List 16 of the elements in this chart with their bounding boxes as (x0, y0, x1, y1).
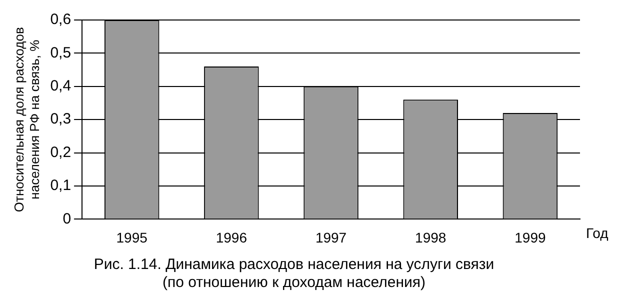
x-tick-label: 1997 (315, 229, 347, 246)
x-tick-label: 1995 (116, 229, 148, 246)
y-tick-label: 0,1 (50, 177, 72, 194)
x-tick-label: 1996 (216, 229, 248, 246)
y-tick-label: 0,4 (50, 78, 72, 95)
y-tick-label: 0 (62, 210, 72, 228)
text: (по отношению к доходам населения) (162, 274, 426, 292)
y-tick-label: 0,3 (50, 110, 72, 128)
y-tick-label: 0,2 (50, 144, 72, 161)
y-tick-label: 0,5 (50, 44, 72, 62)
x-axis-title: Год (586, 225, 608, 242)
x-tick-label: 1998 (415, 229, 446, 246)
x-tick-label: 1999 (514, 229, 546, 246)
text: Рис. 1.14. Динамика расходов населения на услуги связи (94, 256, 494, 274)
y-axis-title: Относительная доля расходов населения РФ на связь, % (11, 27, 42, 212)
y-tick-label: 0,6 (50, 11, 72, 28)
